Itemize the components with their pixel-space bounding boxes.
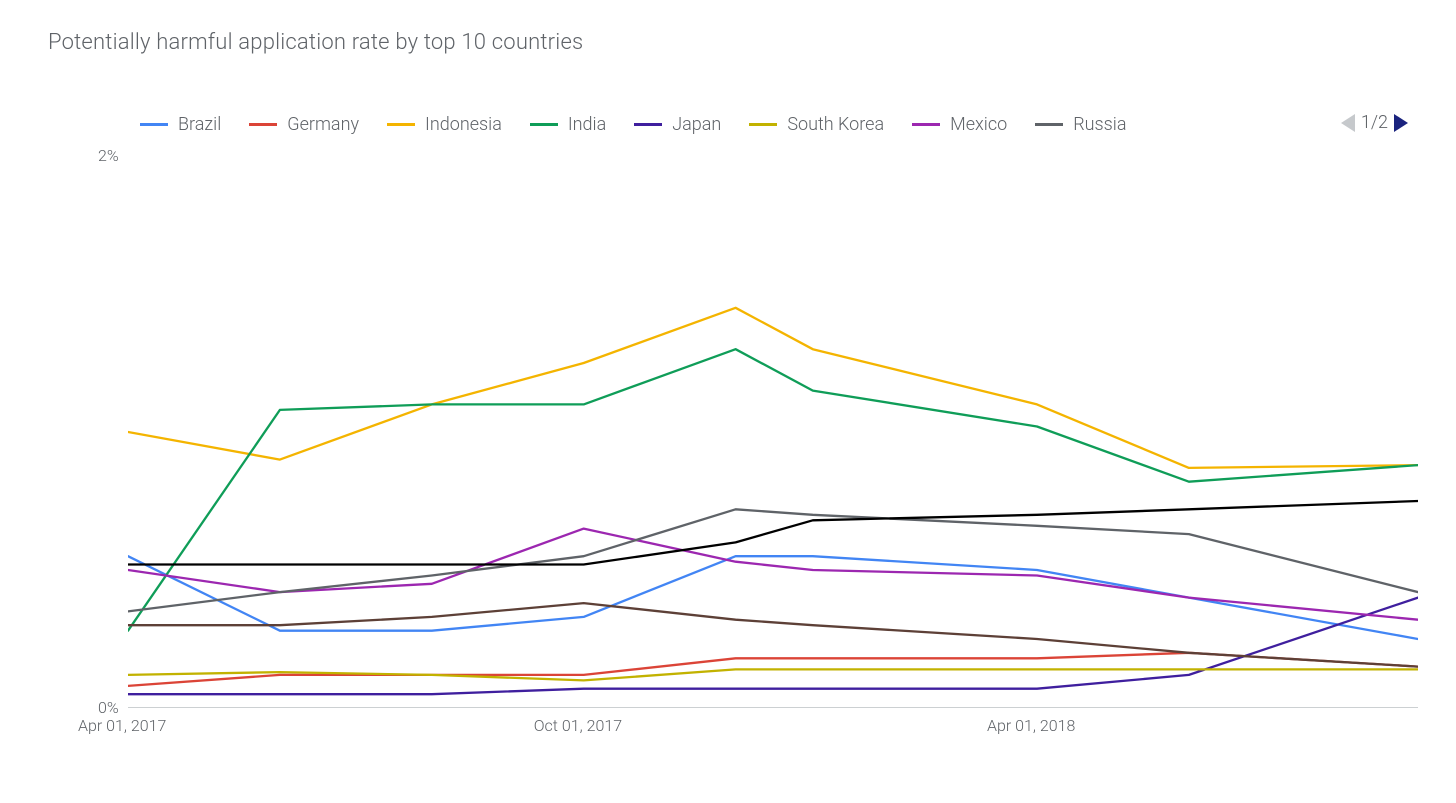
legend-item[interactable]: Germany: [249, 114, 359, 135]
legend-swatch: [249, 123, 277, 126]
legend-item[interactable]: Russia: [1035, 114, 1126, 135]
series-line: [128, 598, 1418, 695]
legend-label: Indonesia: [425, 114, 502, 135]
series-line: [128, 501, 1418, 565]
x-tick-label: Apr 01, 2017: [78, 716, 166, 735]
legend-swatch: [140, 123, 168, 126]
legend-label: Russia: [1073, 114, 1126, 135]
legend-label: Germany: [287, 114, 359, 135]
legend-item[interactable]: India: [530, 114, 606, 135]
legend-label: India: [568, 114, 606, 135]
line-chart: [128, 146, 1418, 708]
pager-next-icon[interactable]: [1394, 114, 1408, 132]
legend-swatch: [749, 123, 777, 126]
legend-item[interactable]: Indonesia: [387, 114, 502, 135]
legend-swatch: [530, 123, 558, 126]
legend-label: Mexico: [950, 114, 1007, 135]
legend-item[interactable]: Japan: [634, 114, 721, 135]
x-tick-label: Apr 01, 2018: [987, 716, 1075, 735]
legend: Brazil Germany Indonesia India Japan South Ko…: [140, 114, 1296, 135]
series-line: [128, 308, 1418, 468]
y-tick-label: 2%: [98, 146, 119, 165]
series-line: [128, 509, 1418, 611]
pager-text: 1/2: [1361, 112, 1388, 133]
series-line: [128, 603, 1418, 667]
legend-swatch: [912, 123, 940, 126]
legend-swatch: [1035, 123, 1063, 126]
series-line: [128, 556, 1418, 639]
legend-label: Brazil: [178, 114, 221, 135]
x-tick-label: Oct 01, 2017: [534, 716, 622, 735]
legend-pager: 1/2: [1341, 112, 1408, 133]
legend-label: South Korea: [787, 114, 884, 135]
legend-swatch: [634, 123, 662, 126]
legend-item[interactable]: South Korea: [749, 114, 884, 135]
pager-prev-icon[interactable]: [1341, 114, 1355, 132]
legend-item[interactable]: Mexico: [912, 114, 1007, 135]
legend-swatch: [387, 123, 415, 126]
y-tick-label: 0%: [98, 698, 119, 717]
legend-label: Japan: [672, 114, 721, 135]
chart-title: Potentially harmful application rate by …: [48, 30, 583, 55]
legend-item[interactable]: Brazil: [140, 114, 221, 135]
